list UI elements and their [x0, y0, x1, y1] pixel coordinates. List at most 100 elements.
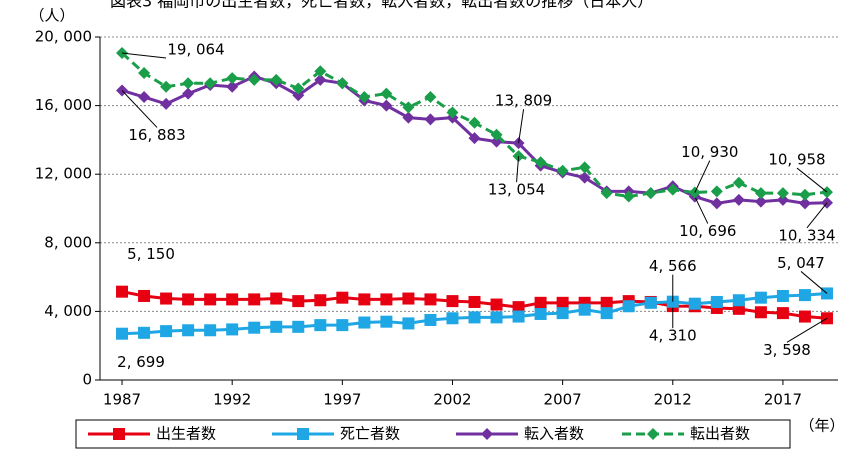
marker: [798, 188, 811, 201]
y-tick-label: 4, 000: [44, 302, 92, 320]
marker: [248, 73, 261, 86]
leader-line: [518, 109, 525, 144]
marker: [358, 293, 371, 306]
marker: [358, 316, 371, 329]
marker: [776, 307, 789, 320]
data-label: 2, 699: [117, 353, 165, 371]
marker: [336, 291, 349, 304]
marker: [314, 294, 327, 307]
marker: [424, 91, 437, 104]
marker: [402, 317, 415, 330]
leader-line: [800, 271, 828, 294]
marker: [182, 87, 195, 100]
marker: [446, 106, 459, 119]
leader-line: [796, 167, 828, 193]
marker: [160, 80, 173, 93]
marker: [248, 321, 261, 334]
leader-line: [516, 156, 520, 183]
legend-label: 出生者数: [156, 425, 216, 443]
y-unit: （人）: [29, 7, 74, 25]
data-label: 4, 310: [649, 327, 697, 345]
marker: [578, 171, 591, 184]
marker: [292, 295, 305, 308]
leader-line: [121, 52, 167, 59]
marker: [490, 128, 503, 141]
data-label: 10, 334: [778, 226, 835, 244]
legend-item: 死亡者数: [272, 425, 400, 443]
marker: [204, 293, 217, 306]
marker: [138, 289, 151, 302]
marker: [424, 313, 437, 326]
marker: [226, 80, 239, 93]
marker: [424, 113, 437, 126]
marker: [248, 293, 261, 306]
marker: [204, 77, 217, 90]
marker: [556, 164, 569, 177]
x-tick-label: 2017: [764, 391, 802, 409]
marker: [798, 289, 811, 302]
y-tick-label: 20, 000: [35, 28, 92, 46]
marker: [512, 310, 525, 323]
marker: [402, 101, 415, 114]
y-tick-label: 16, 000: [35, 96, 92, 114]
x-tick-label: 2007: [544, 391, 582, 409]
marker: [732, 193, 745, 206]
marker: [336, 319, 349, 332]
marker: [754, 306, 767, 319]
marker: [297, 428, 309, 440]
marker: [776, 187, 789, 200]
marker: [314, 319, 327, 332]
marker: [647, 428, 659, 440]
marker: [314, 73, 327, 86]
marker: [424, 293, 437, 306]
marker: [710, 185, 723, 198]
x-tick-label: 1997: [323, 391, 361, 409]
marker: [380, 87, 393, 100]
marker: [446, 312, 459, 325]
x-tick-label: 1987: [103, 391, 141, 409]
legend-item: 転入者数: [456, 425, 584, 443]
y-tick-label: 0: [82, 371, 92, 389]
marker: [116, 327, 129, 340]
marker: [578, 303, 591, 316]
marker: [226, 72, 239, 85]
marker: [732, 176, 745, 189]
marker: [556, 296, 569, 309]
marker: [710, 295, 723, 308]
marker: [468, 116, 481, 129]
marker: [446, 295, 459, 308]
legend-label: 転入者数: [524, 425, 584, 443]
marker: [182, 324, 195, 337]
marker: [380, 99, 393, 112]
marker: [490, 298, 503, 311]
data-label: 10, 930: [681, 143, 738, 161]
data-label: 16, 883: [128, 126, 185, 144]
x-tick-label: 1992: [213, 391, 251, 409]
marker: [754, 195, 767, 208]
marker: [204, 324, 217, 337]
y-tick-label: 12, 000: [35, 165, 92, 183]
marker: [710, 197, 723, 210]
leader-line: [694, 160, 711, 193]
marker: [292, 320, 305, 333]
marker: [402, 292, 415, 305]
marker: [182, 77, 195, 90]
marker: [160, 97, 173, 110]
data-label: 5, 047: [777, 254, 825, 272]
marker: [226, 323, 239, 336]
marker: [182, 293, 195, 306]
marker: [138, 67, 151, 80]
marker: [556, 307, 569, 320]
x-tick-label: 2012: [654, 391, 692, 409]
marker: [490, 311, 503, 324]
data-label: 3, 598: [763, 341, 811, 359]
marker: [380, 293, 393, 306]
y-tick-label: 8, 000: [44, 233, 92, 251]
marker: [534, 156, 547, 169]
marker: [314, 65, 327, 78]
marker: [534, 307, 547, 320]
marker: [160, 292, 173, 305]
marker: [468, 311, 481, 324]
marker: [226, 293, 239, 306]
